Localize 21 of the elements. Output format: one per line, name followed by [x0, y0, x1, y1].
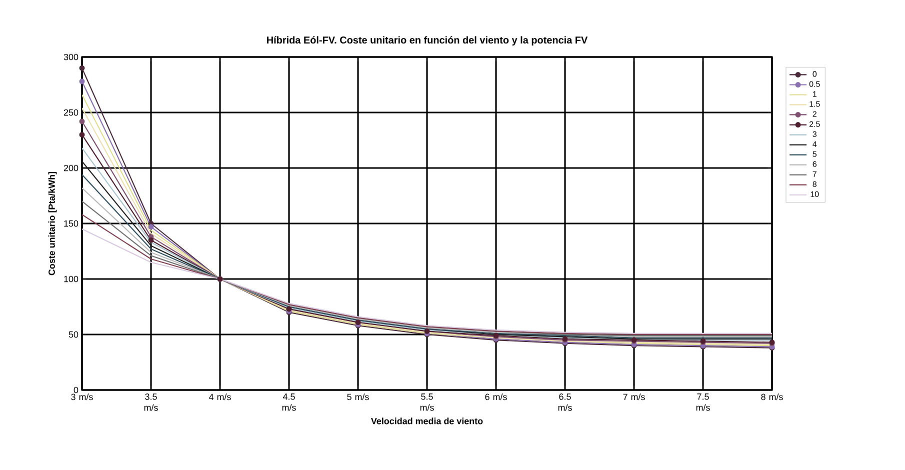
- y-tick-label: 200: [64, 164, 78, 172]
- x-tick-label: 7 m/s: [623, 394, 645, 400]
- x-tick-label: 3.5 m/s: [144, 394, 158, 411]
- x-tick-label: 4 m/s: [208, 394, 231, 400]
- y-tick-label: 300: [64, 54, 78, 60]
- chart-title: Híbrida Eól-FV. Coste unitario en función del viento y la potencia FV: [267, 36, 588, 46]
- y-tick-label: 100: [64, 276, 78, 282]
- x-tick-label: 4.5 m/s: [282, 394, 296, 411]
- x-axis-title: Velocidad media de viento: [371, 418, 483, 424]
- y-tick-label: 150: [64, 220, 78, 227]
- x-tick-label: 5 m/s: [347, 394, 369, 400]
- x-tick-label: 7.5 m/s: [696, 394, 710, 411]
- x-tick-label: 6.5 m/s: [558, 394, 572, 411]
- y-tick-label: 50: [68, 331, 78, 338]
- x-tick-label: 5.5 m/s: [420, 394, 434, 411]
- y-axis-title: Coste unitario [Pta/kWh]: [48, 172, 57, 276]
- y-tick-label: 250: [64, 109, 78, 116]
- x-tick-label: 3 m/s: [71, 394, 93, 400]
- x-tick-label: 6 m/s: [485, 394, 507, 400]
- y-tick-label: 0: [74, 386, 78, 394]
- x-tick-label: 8 m/s: [761, 394, 783, 400]
